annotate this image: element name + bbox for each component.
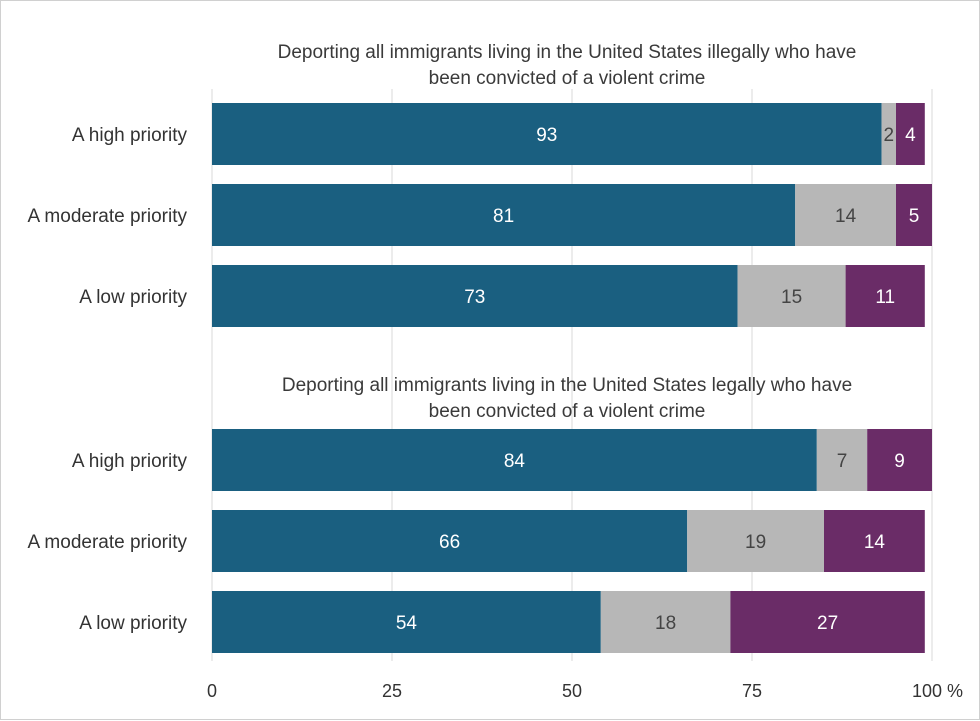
- x-tick-label: 50: [562, 681, 582, 701]
- group-title: been convicted of a violent crime: [429, 68, 706, 89]
- data-label: 11: [875, 287, 895, 308]
- group-title: Deporting all immigrants living in the U…: [278, 42, 857, 63]
- data-label: 5: [909, 206, 920, 227]
- x-tick-label: 75: [742, 681, 762, 701]
- bar-segment: [212, 265, 738, 327]
- bar-segment: [816, 429, 868, 491]
- category-label: A low priority: [79, 613, 187, 634]
- bar-segment: [824, 510, 925, 572]
- group-title: been convicted of a violent crime: [429, 401, 706, 422]
- bar-segment: [212, 510, 688, 572]
- bar-segment: [896, 103, 925, 165]
- data-label: 66: [439, 532, 460, 553]
- data-label: 73: [464, 287, 485, 308]
- category-label: A moderate priority: [28, 206, 188, 227]
- bar-segment: [867, 429, 932, 491]
- category-label: A low priority: [79, 287, 187, 308]
- category-label: A high priority: [72, 451, 188, 472]
- data-label: 15: [781, 287, 802, 308]
- data-label: 7: [837, 451, 848, 472]
- bar-segment: [212, 429, 817, 491]
- bar-segment: [212, 184, 796, 246]
- data-label: 27: [817, 613, 838, 634]
- bar-segment: [737, 265, 846, 327]
- data-label: 54: [396, 613, 418, 634]
- category-label: A high priority: [72, 125, 188, 146]
- data-label: 9: [894, 451, 905, 472]
- data-label: 81: [493, 206, 514, 227]
- group-title: Deporting all immigrants living in the U…: [282, 375, 852, 396]
- bar-segment: [600, 591, 731, 653]
- x-tick-label: 100 %: [912, 681, 963, 701]
- bar-segment: [730, 591, 925, 653]
- data-label: 19: [745, 532, 766, 553]
- bar-segment: [896, 184, 932, 246]
- bar-segment: [212, 103, 882, 165]
- bar-segment: [845, 265, 925, 327]
- data-label: 84: [504, 451, 526, 472]
- data-label: 93: [536, 125, 557, 146]
- bar-segment: [687, 510, 824, 572]
- x-tick-label: 0: [207, 681, 217, 701]
- category-label: A moderate priority: [28, 532, 188, 553]
- data-label: 2: [884, 125, 895, 146]
- data-label: 14: [864, 532, 886, 553]
- x-tick-label: 25: [382, 681, 402, 701]
- data-label: 14: [835, 206, 857, 227]
- data-label: 18: [655, 613, 676, 634]
- bar-segment: [795, 184, 896, 246]
- data-label: 4: [905, 125, 916, 146]
- bar-segment: [212, 591, 601, 653]
- bar-segment: [881, 103, 896, 165]
